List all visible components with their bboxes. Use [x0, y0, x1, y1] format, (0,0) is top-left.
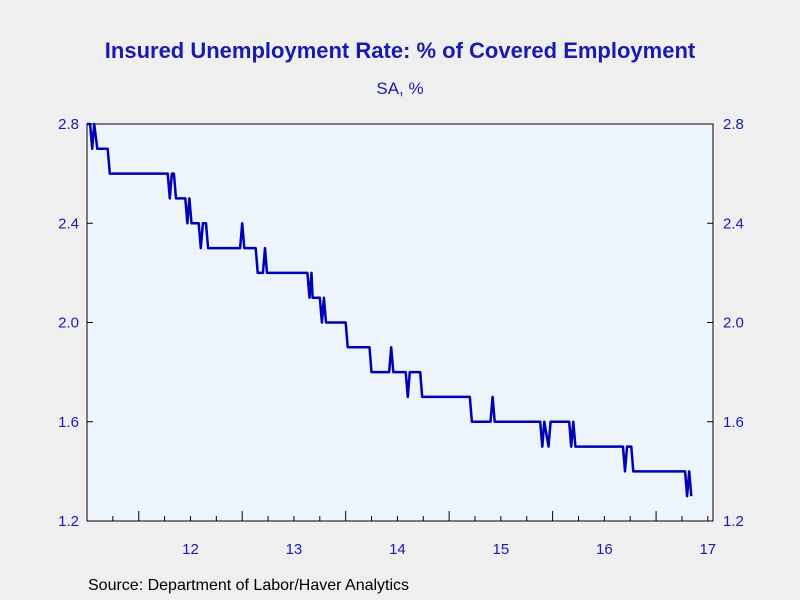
y-tick-label-right: 1.2: [723, 513, 744, 530]
plot-area: [86, 123, 714, 522]
y-tick-label-right: 2.0: [723, 315, 744, 332]
ticks: [87, 123, 713, 522]
x-tick-label: 14: [389, 541, 406, 558]
chart-source: Source: Department of Labor/Haver Analyt…: [88, 577, 410, 594]
y-tick-label-left: 1.6: [58, 414, 79, 431]
x-tick-label: 12: [182, 541, 199, 558]
y-tick-label-left: 2.0: [58, 315, 79, 332]
chart-subtitle: SA, %: [376, 79, 424, 98]
x-tick-label: 13: [286, 541, 303, 558]
y-tick-label-left: 2.8: [58, 116, 79, 133]
y-tick-label-right: 2.8: [723, 116, 744, 133]
y-tick-label-right: 2.4: [723, 215, 744, 232]
x-tick-label: 16: [596, 541, 613, 558]
y-tick-label-right: 1.6: [723, 414, 744, 431]
tick-labels: 1.2 1.2 1.6 1.6 2.0 2.0 2.4 2.4 2.8 2.8 12 13 14 15 16…: [58, 116, 744, 558]
y-tick-label-left: 1.2: [58, 513, 79, 530]
chart-title: Insured Unemployment Rate: % of Covered …: [104, 38, 696, 63]
y-tick-label-left: 2.4: [58, 215, 79, 232]
x-tick-label: 17: [699, 541, 716, 558]
x-tick-label: 15: [493, 541, 510, 558]
series-line: [87, 122, 693, 498]
